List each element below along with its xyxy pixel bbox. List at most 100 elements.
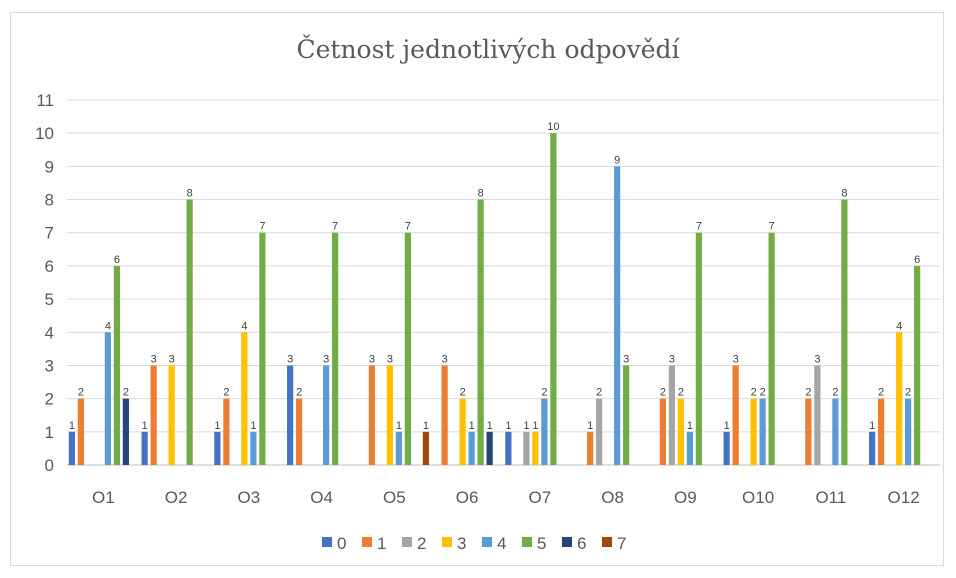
x-tick-label: O2	[165, 488, 188, 507]
x-tick-label: O1	[92, 488, 115, 507]
bar-O12-series-5	[914, 265, 921, 465]
bar-O10-series-1	[732, 365, 739, 465]
chart-frame	[10, 12, 944, 566]
legend-swatch-4	[482, 537, 492, 547]
bar-O9-series-3	[677, 398, 684, 465]
data-label: 2	[541, 387, 547, 399]
bar-O12-series-3	[896, 332, 903, 465]
data-label: 2	[832, 387, 838, 399]
data-label: 2	[905, 387, 911, 399]
bar-O4-series-4	[323, 365, 330, 465]
data-label: 2	[123, 387, 129, 399]
bar-O7-series-0	[505, 431, 512, 465]
data-label: 1	[469, 420, 475, 432]
legend-swatch-7	[602, 537, 612, 547]
data-label: 3	[733, 353, 739, 365]
x-tick-label: O5	[383, 488, 406, 507]
data-label: 7	[259, 221, 265, 233]
data-label: 9	[614, 154, 620, 166]
data-label: 3	[169, 353, 175, 365]
legend-label-5: 5	[537, 534, 546, 553]
bar-O3-series-4	[250, 431, 257, 465]
legend: 0 1 2 3 4 5 6 7	[322, 534, 626, 553]
y-axis-ticks: 0 1 2 3 4 5 6 7 8 9 10 11	[35, 91, 54, 475]
bar-O1-series-6	[122, 398, 129, 465]
data-label: 2	[760, 387, 766, 399]
bar-O2-series-5	[186, 199, 193, 465]
data-label: 8	[187, 188, 193, 200]
x-tick-label: O9	[674, 488, 697, 507]
y-tick-label: 3	[45, 356, 54, 375]
bar-O3-series-0	[214, 431, 221, 465]
data-label: 1	[142, 420, 148, 432]
data-label: 1	[423, 420, 429, 432]
bar-O6-series-4	[468, 431, 475, 465]
bar-O7-series-2	[523, 431, 530, 465]
data-label: 2	[660, 387, 666, 399]
bar-O5-series-1	[368, 365, 375, 465]
bar-O11-series-4	[832, 398, 839, 465]
data-label: 1	[532, 420, 538, 432]
y-tick-label: 8	[45, 191, 54, 210]
bar-O7-series-5	[550, 133, 557, 465]
legend-label-4: 4	[497, 534, 506, 553]
x-tick-label: O6	[456, 488, 479, 507]
data-label: 1	[396, 420, 402, 432]
bar-O11-series-5	[841, 199, 848, 465]
x-tick-label: O3	[238, 488, 261, 507]
bar-O10-series-5	[768, 232, 775, 465]
y-tick-label: 2	[45, 390, 54, 409]
bar-O5-series-3	[386, 365, 393, 465]
bar-O8-series-4	[614, 166, 621, 465]
y-tick-label: 4	[45, 323, 54, 342]
bar-O12-series-0	[869, 431, 876, 465]
data-label: 1	[687, 420, 693, 432]
data-label: 1	[69, 420, 75, 432]
legend-swatch-2	[402, 537, 412, 547]
bar-O8-series-2	[596, 398, 603, 465]
data-label: 1	[250, 420, 256, 432]
bar-O7-series-4	[541, 398, 548, 465]
x-tick-label: O10	[742, 488, 774, 507]
bar-O3-series-5	[259, 232, 266, 465]
data-label: 4	[896, 320, 902, 332]
data-label: 3	[369, 353, 375, 365]
bar-O12-series-4	[905, 398, 912, 465]
data-label: 8	[478, 188, 484, 200]
legend-swatch-1	[362, 537, 372, 547]
y-tick-label: 0	[45, 456, 54, 475]
x-axis-ticks: O1 O2 O3 O4 O5 O6 O7 O8 O9 O10 O11 O12	[92, 488, 920, 507]
legend-label-3: 3	[457, 534, 466, 553]
bar-O5-series-5	[404, 232, 411, 465]
bar-O2-series-1	[150, 365, 157, 465]
y-tick-label: 9	[45, 157, 54, 176]
data-label: 7	[332, 221, 338, 233]
data-label: 3	[323, 353, 329, 365]
x-tick-label: O7	[529, 488, 552, 507]
data-label: 2	[460, 387, 466, 399]
bar-O6-series-6	[486, 431, 493, 465]
data-label: 2	[223, 387, 229, 399]
y-tick-label: 7	[45, 224, 54, 243]
bar-O5-series-7	[422, 431, 429, 465]
bar-O4-series-0	[287, 365, 294, 465]
bar-O9-series-5	[695, 232, 702, 465]
bar-O6-series-5	[477, 199, 484, 465]
bar-O1-series-5	[113, 265, 120, 465]
data-label: 1	[869, 420, 875, 432]
data-label: 2	[878, 387, 884, 399]
bar-O10-series-0	[723, 431, 730, 465]
data-label: 2	[678, 387, 684, 399]
data-label: 1	[724, 420, 730, 432]
data-label: 4	[241, 320, 247, 332]
legend-swatch-0	[322, 537, 332, 547]
bar-O9-series-2	[668, 365, 675, 465]
data-label: 1	[587, 420, 593, 432]
data-label: 6	[914, 254, 920, 266]
bar-O3-series-3	[241, 332, 248, 465]
bar-O4-series-5	[332, 232, 339, 465]
x-tick-label: O11	[815, 488, 846, 507]
data-label: 2	[78, 387, 84, 399]
bar-O10-series-4	[759, 398, 766, 465]
